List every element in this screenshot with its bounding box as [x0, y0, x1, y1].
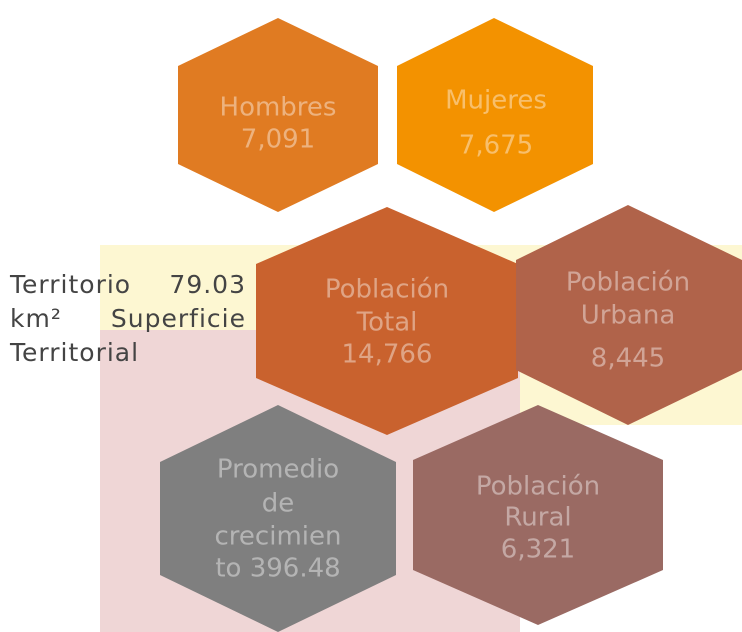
hex-value: 7,675 — [459, 131, 533, 161]
hex-label: Total — [356, 308, 418, 338]
hex-value: 8,445 — [591, 344, 665, 374]
hex-label: Población — [566, 268, 690, 298]
hex-label: Mujeres — [445, 86, 547, 116]
hex-value: to 396.48 — [215, 554, 340, 584]
hex-label: Promedio — [217, 455, 339, 485]
hex-value: 7,091 — [241, 125, 315, 155]
hex-value: 14,766 — [342, 340, 433, 370]
side-text: Territorio 79.03 km² Superficie Territor… — [10, 268, 246, 370]
hex-label: Rural — [504, 503, 571, 533]
page: {"side_text": "Territorio 79.03 km² Supe… — [0, 0, 742, 632]
hex-label: Población — [325, 275, 449, 305]
hex-label: crecimien — [215, 522, 342, 552]
hex-label: de — [262, 489, 295, 519]
hex-label: Hombres — [220, 93, 337, 123]
hex-value: 6,321 — [501, 535, 575, 565]
hex-label: Urbana — [581, 301, 676, 331]
hex-label: Población — [476, 472, 600, 502]
